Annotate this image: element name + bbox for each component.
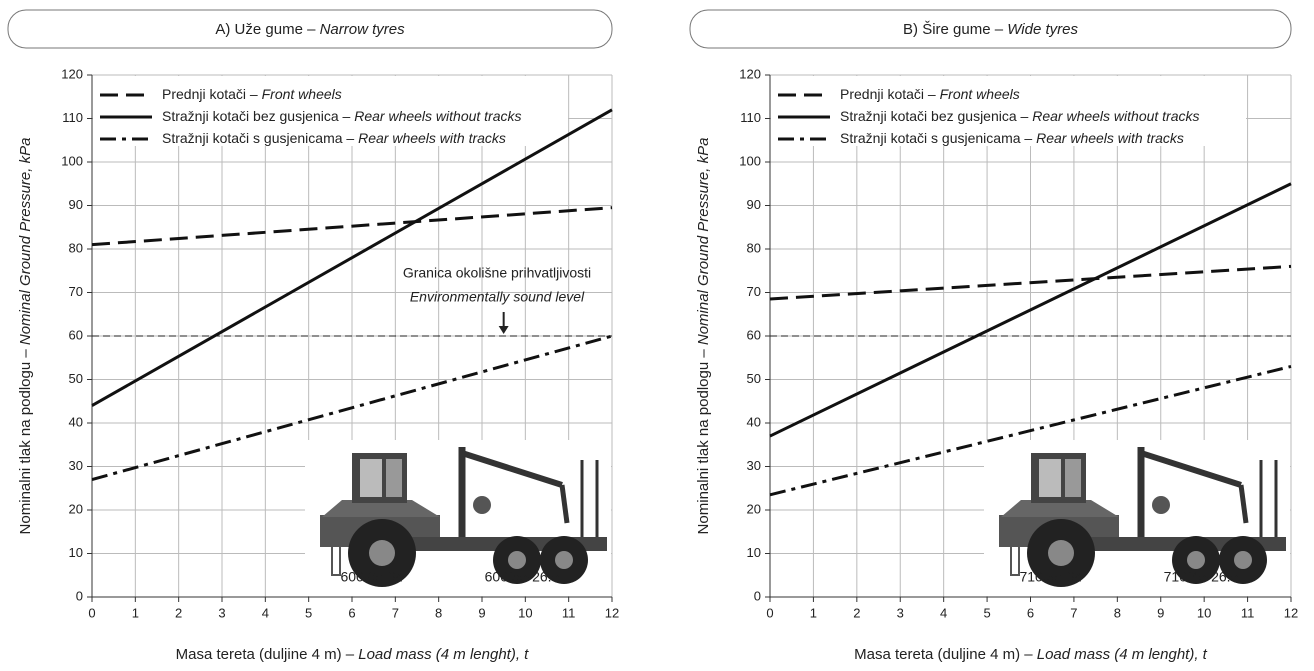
tyre-label: 710/55-34 [1019,569,1082,585]
x-tick-label: 0 [88,605,95,620]
x-tick-label: 3 [897,605,904,620]
legend-box [771,76,1246,146]
y-tick-label: 60 [747,327,761,342]
title-box [7,9,613,49]
legend-label: Stražnji kotači s gusjenicama – Rear whe… [840,130,1184,146]
legend-label: Stražnji kotači s gusjenicama – Rear whe… [162,130,506,146]
x-tick-label: 6 [1027,605,1034,620]
y-tick-label: 120 [739,66,761,81]
legend-label: Prednji kotači – Front wheels [840,86,1020,102]
y-tick-label: 40 [69,414,83,429]
y-tick-label: 40 [747,414,761,429]
x-tick-label: 9 [478,605,485,620]
line [91,206,613,247]
y-tick-label: 110 [740,110,761,125]
line [769,264,1292,301]
y-tick-label: 90 [747,197,761,212]
tyre-label: 600/55-26.5 [485,569,560,585]
y-tick-label: 100 [739,153,761,168]
y-tick-label: 120 [61,66,83,81]
y-tick-label: 20 [69,501,83,516]
y-tick-label: 70 [69,284,83,299]
x-tick-label: 1 [810,605,817,620]
x-tick-label: 4 [940,605,947,620]
y-tick-label: 90 [69,197,83,212]
y-tick-label: 50 [69,371,83,386]
x-tick-label: 12 [1284,605,1298,620]
line [769,182,1292,438]
x-tick-label: 7 [1070,605,1077,620]
y-tick-label: 30 [747,458,761,473]
y-tick-label: 0 [76,588,83,603]
y-tick-label: 80 [69,240,83,255]
x-tick-label: 8 [1114,605,1121,620]
y-tick-label: 100 [61,153,83,168]
x-tick-label: 0 [766,605,773,620]
title-box [689,9,1292,49]
annotation: Granica okolišne prihvatljivosti [403,265,591,281]
x-tick-label: 5 [305,605,312,620]
x-tick-label: 8 [435,605,442,620]
y-tick-label: 80 [747,240,761,255]
x-tick-label: 3 [218,605,225,620]
x-tick-label: 11 [562,605,576,620]
x-tick-label: 11 [1241,605,1255,620]
x-tick-label: 6 [348,605,355,620]
y-tick-label: 60 [69,327,83,342]
panel-title: A) Uže gume – Narrow tyres [215,21,405,38]
x-tick-label: 2 [175,605,182,620]
x-tick-label: 5 [983,605,990,620]
x-axis-label: Masa tereta (duljine 4 m) – Load mass (4… [854,646,1207,663]
y-tick-label: 10 [747,545,761,560]
x-tick-label: 10 [1197,605,1211,620]
panel-title: B) Šire gume – Wide tyres [903,21,1078,38]
x-tick-label: 1 [132,605,139,620]
tyre-label: 600/65-34 [340,569,403,585]
line [769,364,1292,497]
y-tick-label: 20 [747,501,761,516]
legend-label: Prednji kotači – Front wheels [162,86,342,102]
line [91,334,613,481]
legend-box [93,76,568,146]
x-axis-label: Masa tereta (duljine 4 m) – Load mass (4… [176,646,529,663]
x-tick-label: 12 [605,605,619,620]
line [91,108,613,407]
legend-label: Stražnji kotači bez gusjenica – Rear whe… [162,108,522,124]
x-tick-label: 10 [518,605,532,620]
arrow-head [498,326,509,334]
legend-label: Stražnji kotači bez gusjenica – Rear whe… [840,108,1200,124]
annotation: Environmentally sound level [410,289,585,305]
y-tick-label: 0 [754,588,761,603]
y-axis-label: Nominalni tlak na podlogu – Nominal Grou… [17,138,34,535]
x-tick-label: 7 [392,605,399,620]
y-tick-label: 30 [69,458,83,473]
y-tick-label: 10 [69,545,83,560]
y-tick-label: 70 [747,284,761,299]
y-tick-label: 50 [747,371,761,386]
x-tick-label: 2 [853,605,860,620]
x-tick-label: 9 [1157,605,1164,620]
y-tick-label: 110 [62,110,83,125]
tyre-label: 710/45-26.5 [1164,569,1239,585]
x-tick-label: 4 [262,605,269,620]
y-axis-label: Nominalni tlak na podlogu – Nominal Grou… [695,138,712,535]
